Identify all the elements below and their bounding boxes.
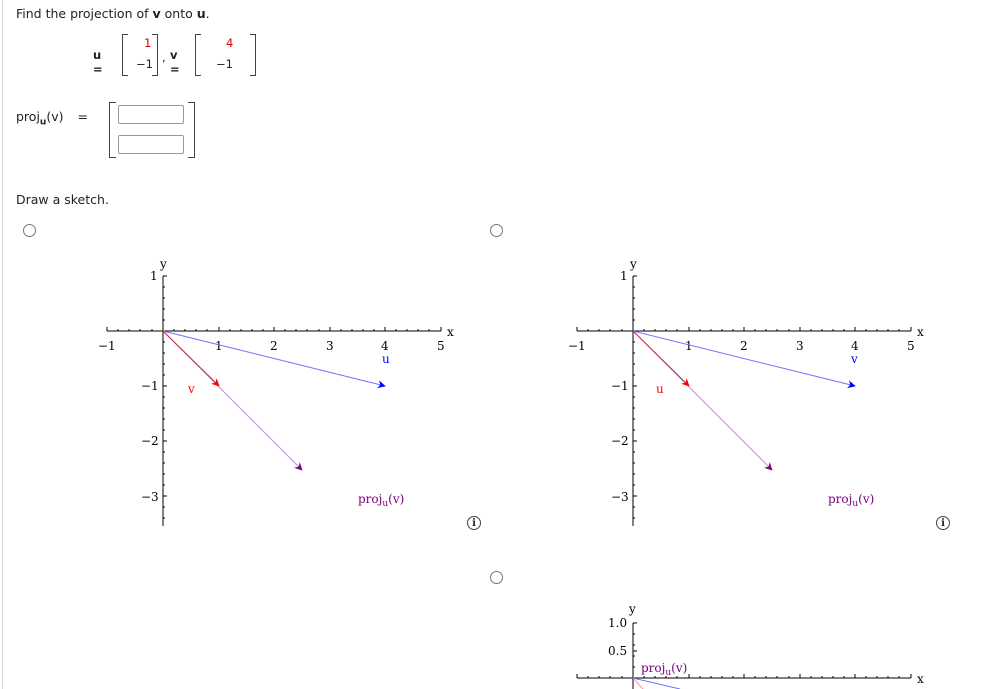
y-tick: 1 [620, 269, 628, 283]
v-label: v = [170, 48, 180, 76]
question-middle: onto [160, 6, 197, 21]
u-label: u = [93, 48, 103, 76]
proj-arg: (v) [46, 109, 64, 124]
question-text: Find the projection of v onto u. [16, 6, 210, 21]
option-b-chart: −1 1 2 3 4 5 x y 1 −1 −2 −3 v u proju(v) [568, 257, 924, 526]
vector-2 [632, 330, 690, 387]
proj-label: proju(v) [358, 492, 404, 509]
u-bottom-entry: −1 [136, 57, 153, 71]
left-border [2, 0, 3, 689]
v-right-bracket [250, 34, 256, 76]
proj-label: proju(v) [828, 492, 874, 509]
x-tick: −1 [568, 339, 586, 353]
x-tick: 4 [851, 339, 859, 353]
u-right-bracket [152, 34, 158, 76]
proj-label: proju(v) [641, 661, 687, 678]
y-tick: −3 [141, 490, 159, 504]
vector-1 [632, 677, 681, 689]
y-tick: −3 [611, 490, 629, 504]
vector-2-label: u [656, 382, 664, 396]
question-v: v [152, 6, 161, 21]
option-a-info-icon[interactable]: i [467, 516, 481, 530]
y-tick: 1 [150, 269, 158, 283]
y-axis-label: y [159, 257, 167, 271]
y-tick: −2 [141, 434, 159, 448]
vector-1 [632, 330, 856, 389]
vector-2 [632, 677, 644, 689]
v-top-entry: 4 [226, 36, 234, 50]
option-c-radio[interactable] [490, 571, 503, 584]
x-tick: 2 [270, 339, 278, 353]
x-tick: −1 [98, 339, 116, 353]
vector-1 [162, 330, 386, 389]
option-a-radio[interactable] [23, 224, 36, 237]
vector-1-label: u [382, 352, 390, 366]
x-tick: 4 [381, 339, 389, 353]
x-tick: 3 [796, 339, 804, 353]
y-axis-label: y [629, 257, 637, 271]
v-bottom-entry: −1 [216, 57, 233, 71]
option-c-chart: y 1.0 0.5 x proju(v) [576, 602, 924, 689]
u-top-entry: 1 [144, 36, 152, 50]
comma: , [162, 50, 166, 64]
x-axis-label: x [917, 325, 924, 339]
x-tick: 1 [685, 339, 693, 353]
vector-2 [162, 330, 220, 387]
option-b-radio[interactable] [490, 224, 503, 237]
vector-2-label: v [187, 382, 195, 396]
equals-sign: = [77, 109, 88, 124]
answer-input-x[interactable] [118, 105, 184, 124]
y-tick: −2 [611, 434, 629, 448]
question-u: u [196, 6, 206, 21]
answer-left-bracket [109, 102, 116, 158]
answer-input-y[interactable] [118, 135, 184, 154]
question-prefix: Find the projection of [16, 6, 153, 21]
y-tick: 1.0 [608, 616, 627, 630]
x-tick: 3 [326, 339, 334, 353]
x-tick: 5 [907, 339, 915, 353]
option-a-chart: −1 1 2 3 4 5 x y 1 −1 −2 −3 u v proju(v) [98, 257, 454, 526]
x-tick: 2 [740, 339, 748, 353]
x-tick: 5 [437, 339, 445, 353]
v-left-bracket [195, 34, 201, 76]
proj-sub: u [39, 117, 47, 128]
x-axis-label: x [917, 672, 924, 686]
projection-label: proju(v) = [16, 109, 88, 128]
y-axis-label: y [628, 602, 636, 616]
y-tick: −1 [141, 379, 159, 393]
question-suffix: . [205, 6, 210, 21]
x-axis-label: x [447, 325, 454, 339]
u-left-bracket [122, 34, 128, 76]
x-tick: 1 [215, 339, 223, 353]
y-tick: −1 [611, 379, 629, 393]
proj-text: proj [16, 109, 40, 124]
answer-right-bracket [188, 102, 195, 158]
sketch-prompt: Draw a sketch. [16, 192, 109, 207]
vector-1-label: v [850, 352, 858, 366]
option-b-info-icon[interactable]: i [936, 516, 950, 530]
y-tick: 0.5 [608, 644, 627, 658]
